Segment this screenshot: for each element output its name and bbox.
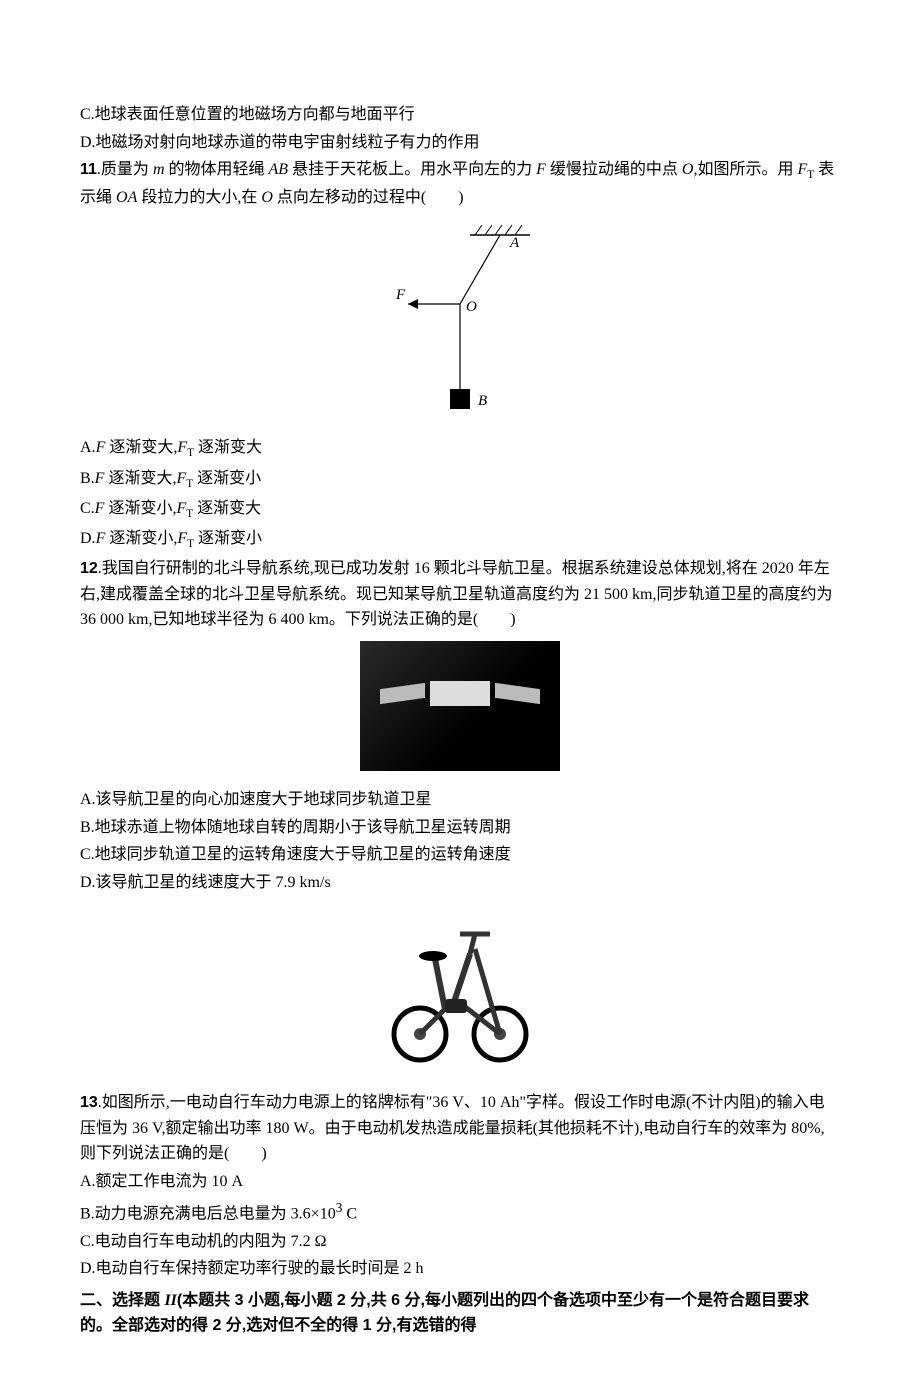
- q11b-pre: B.: [80, 470, 95, 487]
- section-2-title: 二、选择题 II(本题共 3 小题,每小题 2 分,共 6 分,每小题列出的四个…: [80, 1288, 840, 1339]
- q11d-mid: 逐渐变小,: [105, 530, 177, 547]
- q11d-t: T: [187, 538, 194, 550]
- q11-o2: O: [261, 189, 273, 206]
- q11-text-h: 点向左移动的过程中( ): [273, 189, 464, 206]
- q12-option-c: C.地球同步轨道卫星的运转角速度大于导航卫星的运转角速度: [80, 842, 840, 868]
- q11c-pre: C.: [80, 500, 95, 517]
- label-o: O: [466, 299, 477, 315]
- q11-text-d: 缓慢拉动绳的中点: [546, 161, 682, 178]
- q12-text: .我国自行研制的北斗导航系统,现已成功发射 16 颗北斗导航卫星。根据系统建设总…: [80, 560, 832, 628]
- q11d-pre: D.: [80, 530, 96, 547]
- q13-number: 13: [80, 1094, 98, 1111]
- q11b-ft: F: [176, 470, 186, 487]
- q11a-t: T: [187, 448, 194, 460]
- q12-stem: 12.我国自行研制的北斗导航系统,现已成功发射 16 颗北斗导航卫星。根据系统建…: [80, 556, 840, 633]
- q12-figure: [80, 641, 840, 780]
- q12-option-b: B.地球赤道上物体随地球自转的周期小于该导航卫星运转周期: [80, 815, 840, 841]
- q11-stem: 11.质量为 m 的物体用轻绳 AB 悬挂于天花板上。用水平向左的力 F 缓慢拉…: [80, 157, 840, 211]
- q11-ab: AB: [269, 161, 289, 178]
- q13-option-a: A.额定工作电流为 10 A: [80, 1169, 840, 1195]
- q12-option-a: A.该导航卫星的向心加速度大于地球同步轨道卫星: [80, 787, 840, 813]
- q11a-mid: 逐渐变大,: [105, 439, 177, 456]
- q13-stem: 13.如图所示,一电动自行车动力电源上的铭牌标有"36 V、10 Ah"字样。假…: [80, 1090, 840, 1167]
- q13-option-d: D.电动自行车保持额定功率行驶的最长时间是 2 h: [80, 1256, 840, 1282]
- q11-oa: OA: [116, 189, 137, 206]
- sec2-pre: 二、选择题: [80, 1292, 164, 1309]
- q11c-end: 逐渐变大: [193, 500, 261, 517]
- q13-text: .如图所示,一电动自行车动力电源上的铭牌标有"36 V、10 Ah"字样。假设工…: [80, 1094, 825, 1162]
- q11-text-c: 悬挂于天花板上。用水平向左的力: [288, 161, 536, 178]
- q13b-pre: B.动力电源充满电后总电量为 3.6×10: [80, 1205, 336, 1222]
- q11c-f: F: [95, 500, 105, 517]
- q13-figure: [80, 904, 840, 1083]
- q11-text-e: ,如图所示。用: [693, 161, 797, 178]
- label-b: B: [478, 393, 487, 409]
- q13-option-b: B.动力电源充满电后总电量为 3.6×103 C: [80, 1197, 840, 1227]
- q11d-f: F: [96, 530, 106, 547]
- label-f: F: [395, 287, 406, 303]
- q10-option-d: D.地磁场对射向地球赤道的带电宇宙射线粒子有力的作用: [80, 130, 840, 156]
- q11a-end: 逐渐变大: [194, 439, 262, 456]
- q11-option-d: D.F 逐渐变小,FT 逐渐变小: [80, 526, 840, 554]
- q11-number: 11: [80, 161, 97, 178]
- q11d-ft: F: [177, 530, 187, 547]
- electric-bike-icon: [375, 904, 545, 1074]
- q11-text-b: 的物体用轻绳: [165, 161, 269, 178]
- satellite-icon: [360, 641, 560, 771]
- q11-figure: A F O B: [80, 219, 840, 428]
- q12-number: 12: [80, 560, 98, 577]
- q11-o: O: [682, 161, 694, 178]
- q11d-end: 逐渐变小: [194, 530, 262, 547]
- q11a-f: F: [96, 439, 106, 456]
- q13-option-c: C.电动自行车电动机的内阻为 7.2 Ω: [80, 1229, 840, 1255]
- q11b-f: F: [95, 470, 105, 487]
- q11-option-b: B.F 逐渐变大,FT 逐渐变小: [80, 466, 840, 494]
- q12-option-d: D.该导航卫星的线速度大于 7.9 km/s: [80, 870, 840, 896]
- q11-f: F: [536, 161, 546, 178]
- q11-text-a: .质量为: [97, 161, 153, 178]
- q11b-mid: 逐渐变大,: [104, 470, 176, 487]
- rope-diagram-icon: A F O B: [360, 219, 560, 419]
- sec2-roman: II: [164, 1292, 176, 1309]
- label-a: A: [509, 235, 520, 251]
- q11-m: m: [153, 161, 165, 178]
- q11b-end: 逐渐变小: [193, 470, 261, 487]
- q11c-mid: 逐渐变小,: [104, 500, 176, 517]
- q11-text-g: 段拉力的大小,在: [137, 189, 261, 206]
- q11a-pre: A.: [80, 439, 96, 456]
- q11-option-a: A.F 逐渐变大,FT 逐渐变大: [80, 435, 840, 463]
- q13b-end: C: [342, 1205, 357, 1222]
- q10-option-c: C.地球表面任意位置的地磁场方向都与地面平行: [80, 102, 840, 128]
- q11-option-c: C.F 逐渐变小,FT 逐渐变大: [80, 496, 840, 524]
- q11-ft: F: [797, 161, 807, 178]
- sec2-body: (本题共 3 小题,每小题 2 分,共 6 分,每小题列出的四个备选项中至少有一…: [80, 1292, 809, 1335]
- q11a-ft: F: [177, 439, 187, 456]
- q11c-ft: F: [176, 500, 186, 517]
